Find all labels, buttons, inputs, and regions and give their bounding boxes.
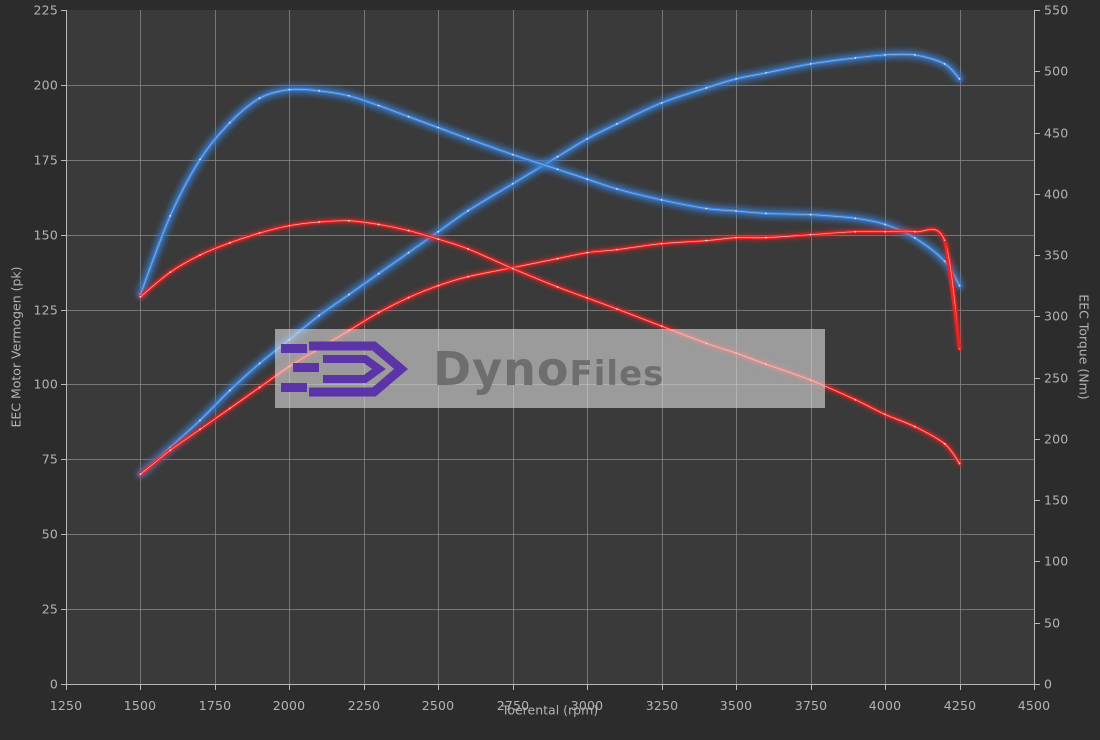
axis-tick-label: 350 bbox=[1044, 247, 1069, 263]
y-axis-spine bbox=[66, 10, 67, 685]
grid-line-horizontal bbox=[66, 85, 1034, 86]
axis-tick-label: 500 bbox=[1044, 63, 1069, 79]
axis-tick bbox=[736, 685, 737, 690]
grid-line-vertical bbox=[140, 10, 141, 684]
axis-tick-label: 200 bbox=[1044, 431, 1069, 447]
axis-tick-label: 4000 bbox=[868, 698, 902, 713]
axis-tick-label: 1750 bbox=[198, 698, 232, 713]
axis-tick bbox=[1035, 623, 1040, 624]
grid-line-horizontal bbox=[66, 609, 1034, 610]
axis-tick-label: 300 bbox=[1044, 308, 1069, 324]
x-axis-title: Toerental (rpm) bbox=[501, 702, 599, 718]
axis-tick bbox=[1034, 685, 1035, 690]
axis-tick-label: 125 bbox=[33, 302, 58, 318]
axis-tick-label: 75 bbox=[41, 451, 58, 467]
axis-tick bbox=[364, 685, 365, 690]
axis-tick-label: 100 bbox=[1044, 553, 1069, 569]
axis-tick-label: 225 bbox=[33, 2, 58, 18]
axis-tick-label: 150 bbox=[33, 227, 58, 243]
watermark: DynoFiles bbox=[275, 329, 825, 408]
axis-tick-label: 150 bbox=[1044, 492, 1069, 508]
axis-tick-label: 3500 bbox=[719, 698, 753, 713]
grid-line-vertical bbox=[960, 10, 961, 684]
axis-tick-label: 25 bbox=[41, 601, 58, 617]
grid-line-horizontal bbox=[66, 235, 1034, 236]
axis-tick bbox=[1035, 684, 1040, 685]
axis-tick-label: 175 bbox=[33, 152, 58, 168]
axis-tick-label: 450 bbox=[1044, 125, 1069, 141]
axis-tick bbox=[885, 685, 886, 690]
axis-tick bbox=[61, 384, 66, 385]
axis-tick bbox=[662, 685, 663, 690]
axis-tick-label: 3750 bbox=[794, 698, 828, 713]
axis-tick-label: 3000 bbox=[570, 698, 604, 713]
axis-tick bbox=[1035, 194, 1040, 195]
watermark-text-secondary: Files bbox=[569, 353, 665, 394]
axis-tick bbox=[811, 685, 812, 690]
axis-tick-label: 2250 bbox=[347, 698, 381, 713]
axis-tick bbox=[61, 160, 66, 161]
axis-tick-label: 2000 bbox=[272, 698, 306, 713]
dynofiles-hexagon-logo bbox=[281, 341, 408, 396]
axis-tick-label: 4500 bbox=[1017, 698, 1051, 713]
axis-tick-label: 4250 bbox=[943, 698, 977, 713]
grid-line-horizontal bbox=[66, 459, 1034, 460]
axis-tick-label: 0 bbox=[49, 676, 58, 692]
axis-tick-label: 250 bbox=[1044, 370, 1069, 386]
axis-tick bbox=[140, 685, 141, 690]
axis-tick-label: 400 bbox=[1044, 186, 1069, 202]
watermark-text: DynoFiles bbox=[433, 346, 664, 392]
axis-tick bbox=[1035, 133, 1040, 134]
axis-tick bbox=[1035, 378, 1040, 379]
axis-tick-label: 200 bbox=[33, 77, 58, 93]
axis-tick-label: 100 bbox=[33, 376, 58, 392]
axis-tick-label: 2750 bbox=[496, 698, 530, 713]
axis-tick-label: 2500 bbox=[421, 698, 455, 713]
axis-tick-label: 3250 bbox=[645, 698, 679, 713]
axis-tick bbox=[61, 609, 66, 610]
axis-tick bbox=[960, 685, 961, 690]
axis-tick bbox=[1035, 316, 1040, 317]
grid-line-vertical bbox=[885, 10, 886, 684]
y2-axis-title: EEC Torque (Nm) bbox=[1076, 294, 1092, 400]
axis-tick bbox=[61, 85, 66, 86]
axis-tick bbox=[1035, 500, 1040, 501]
axis-tick bbox=[513, 685, 514, 690]
axis-tick-label: 50 bbox=[1044, 615, 1061, 631]
axis-tick bbox=[215, 685, 216, 690]
axis-tick bbox=[1035, 439, 1040, 440]
axis-tick bbox=[61, 684, 66, 685]
grid-line-horizontal bbox=[66, 310, 1034, 311]
grid-line-horizontal bbox=[66, 534, 1034, 535]
watermark-text-main: Dyno bbox=[433, 341, 570, 396]
axis-tick-label: 1500 bbox=[123, 698, 157, 713]
axis-tick bbox=[1035, 10, 1040, 11]
axis-tick-label: 1250 bbox=[49, 698, 83, 713]
axis-tick bbox=[1035, 71, 1040, 72]
grid-line-horizontal bbox=[66, 160, 1034, 161]
axis-tick bbox=[66, 685, 67, 690]
axis-tick bbox=[438, 685, 439, 690]
axis-tick bbox=[61, 459, 66, 460]
axis-tick bbox=[1035, 255, 1040, 256]
axis-tick bbox=[1035, 561, 1040, 562]
y-axis-title: EEC Motor Vermogen (pk) bbox=[8, 266, 24, 428]
axis-tick bbox=[289, 685, 290, 690]
axis-tick-label: 50 bbox=[41, 526, 58, 542]
axis-tick bbox=[587, 685, 588, 690]
y2-axis-spine bbox=[1034, 10, 1035, 685]
axis-tick-label: 550 bbox=[1044, 2, 1069, 18]
axis-tick bbox=[61, 235, 66, 236]
x-axis-spine bbox=[66, 684, 1035, 685]
axis-tick bbox=[61, 310, 66, 311]
axis-tick bbox=[61, 534, 66, 535]
axis-tick bbox=[61, 10, 66, 11]
grid-line-vertical bbox=[215, 10, 216, 684]
axis-tick-label: 0 bbox=[1044, 676, 1053, 692]
